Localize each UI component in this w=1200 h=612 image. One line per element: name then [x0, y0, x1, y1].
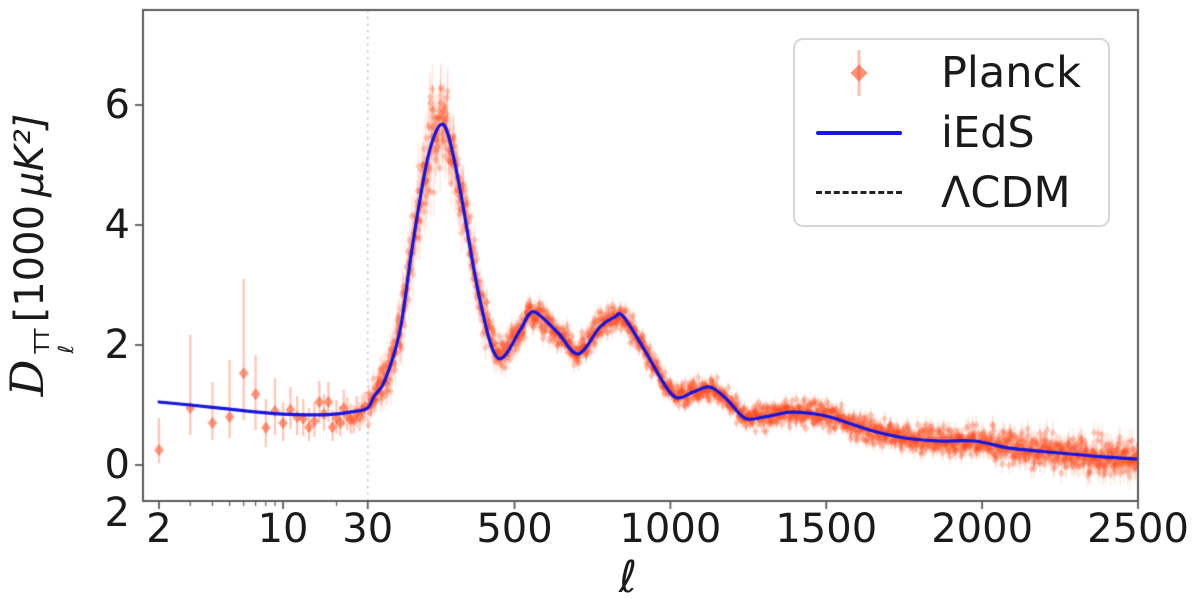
x-tick-label: 2500 — [1087, 506, 1189, 552]
ylabel-unit-symbol: μK²] — [7, 113, 53, 197]
x-tick-label: 2000 — [931, 506, 1034, 552]
y-tick-label: 4 — [104, 202, 130, 248]
legend-item-lcdm: ΛCDM — [795, 163, 1108, 222]
x-tick-label: 1500 — [775, 506, 878, 552]
dashed-line-icon — [811, 163, 907, 222]
x-axis-label: ℓ — [618, 552, 638, 603]
legend-item-ieds: iEdS — [795, 103, 1108, 162]
legend-label-planck: Planck — [941, 47, 1082, 98]
legend-label-lcdm: ΛCDM — [941, 167, 1071, 218]
legend: Planck iEdS ΛCDM — [793, 38, 1110, 227]
y-axis-label: D TT ℓ [1000 μK²] — [0, 114, 78, 397]
legend-item-planck: Planck — [795, 43, 1108, 102]
diamond-marker-icon — [850, 64, 868, 81]
ylabel-unit-number: [1000 — [7, 204, 53, 323]
y-tick-label: 6 — [104, 82, 130, 128]
ylabel-script-d: D — [0, 359, 54, 397]
corner-tick-label: 2 — [104, 490, 130, 536]
planck-errorbar-marker-icon — [811, 43, 907, 102]
blue-line-swatch — [816, 130, 902, 135]
x-tick-label: 10 — [257, 506, 309, 552]
y-tick-label: 0 — [104, 442, 130, 488]
ylabel-superscript: TT — [30, 328, 54, 354]
ylabel-supsub: TT ℓ — [30, 328, 78, 353]
x-tick-label: 30 — [342, 506, 394, 552]
x-tick-label: 500 — [476, 506, 553, 552]
solid-line-icon — [811, 103, 907, 162]
x-tick-label: 2 — [146, 506, 172, 552]
ylabel-subscript: ℓ — [54, 344, 78, 354]
legend-label-ieds: iEdS — [941, 107, 1035, 158]
x-tick-label: 1000 — [619, 506, 722, 552]
dashed-line-swatch — [816, 191, 902, 194]
y-tick-label: 2 — [104, 322, 130, 368]
ylabel-unit: [1000 μK²] — [7, 114, 53, 323]
